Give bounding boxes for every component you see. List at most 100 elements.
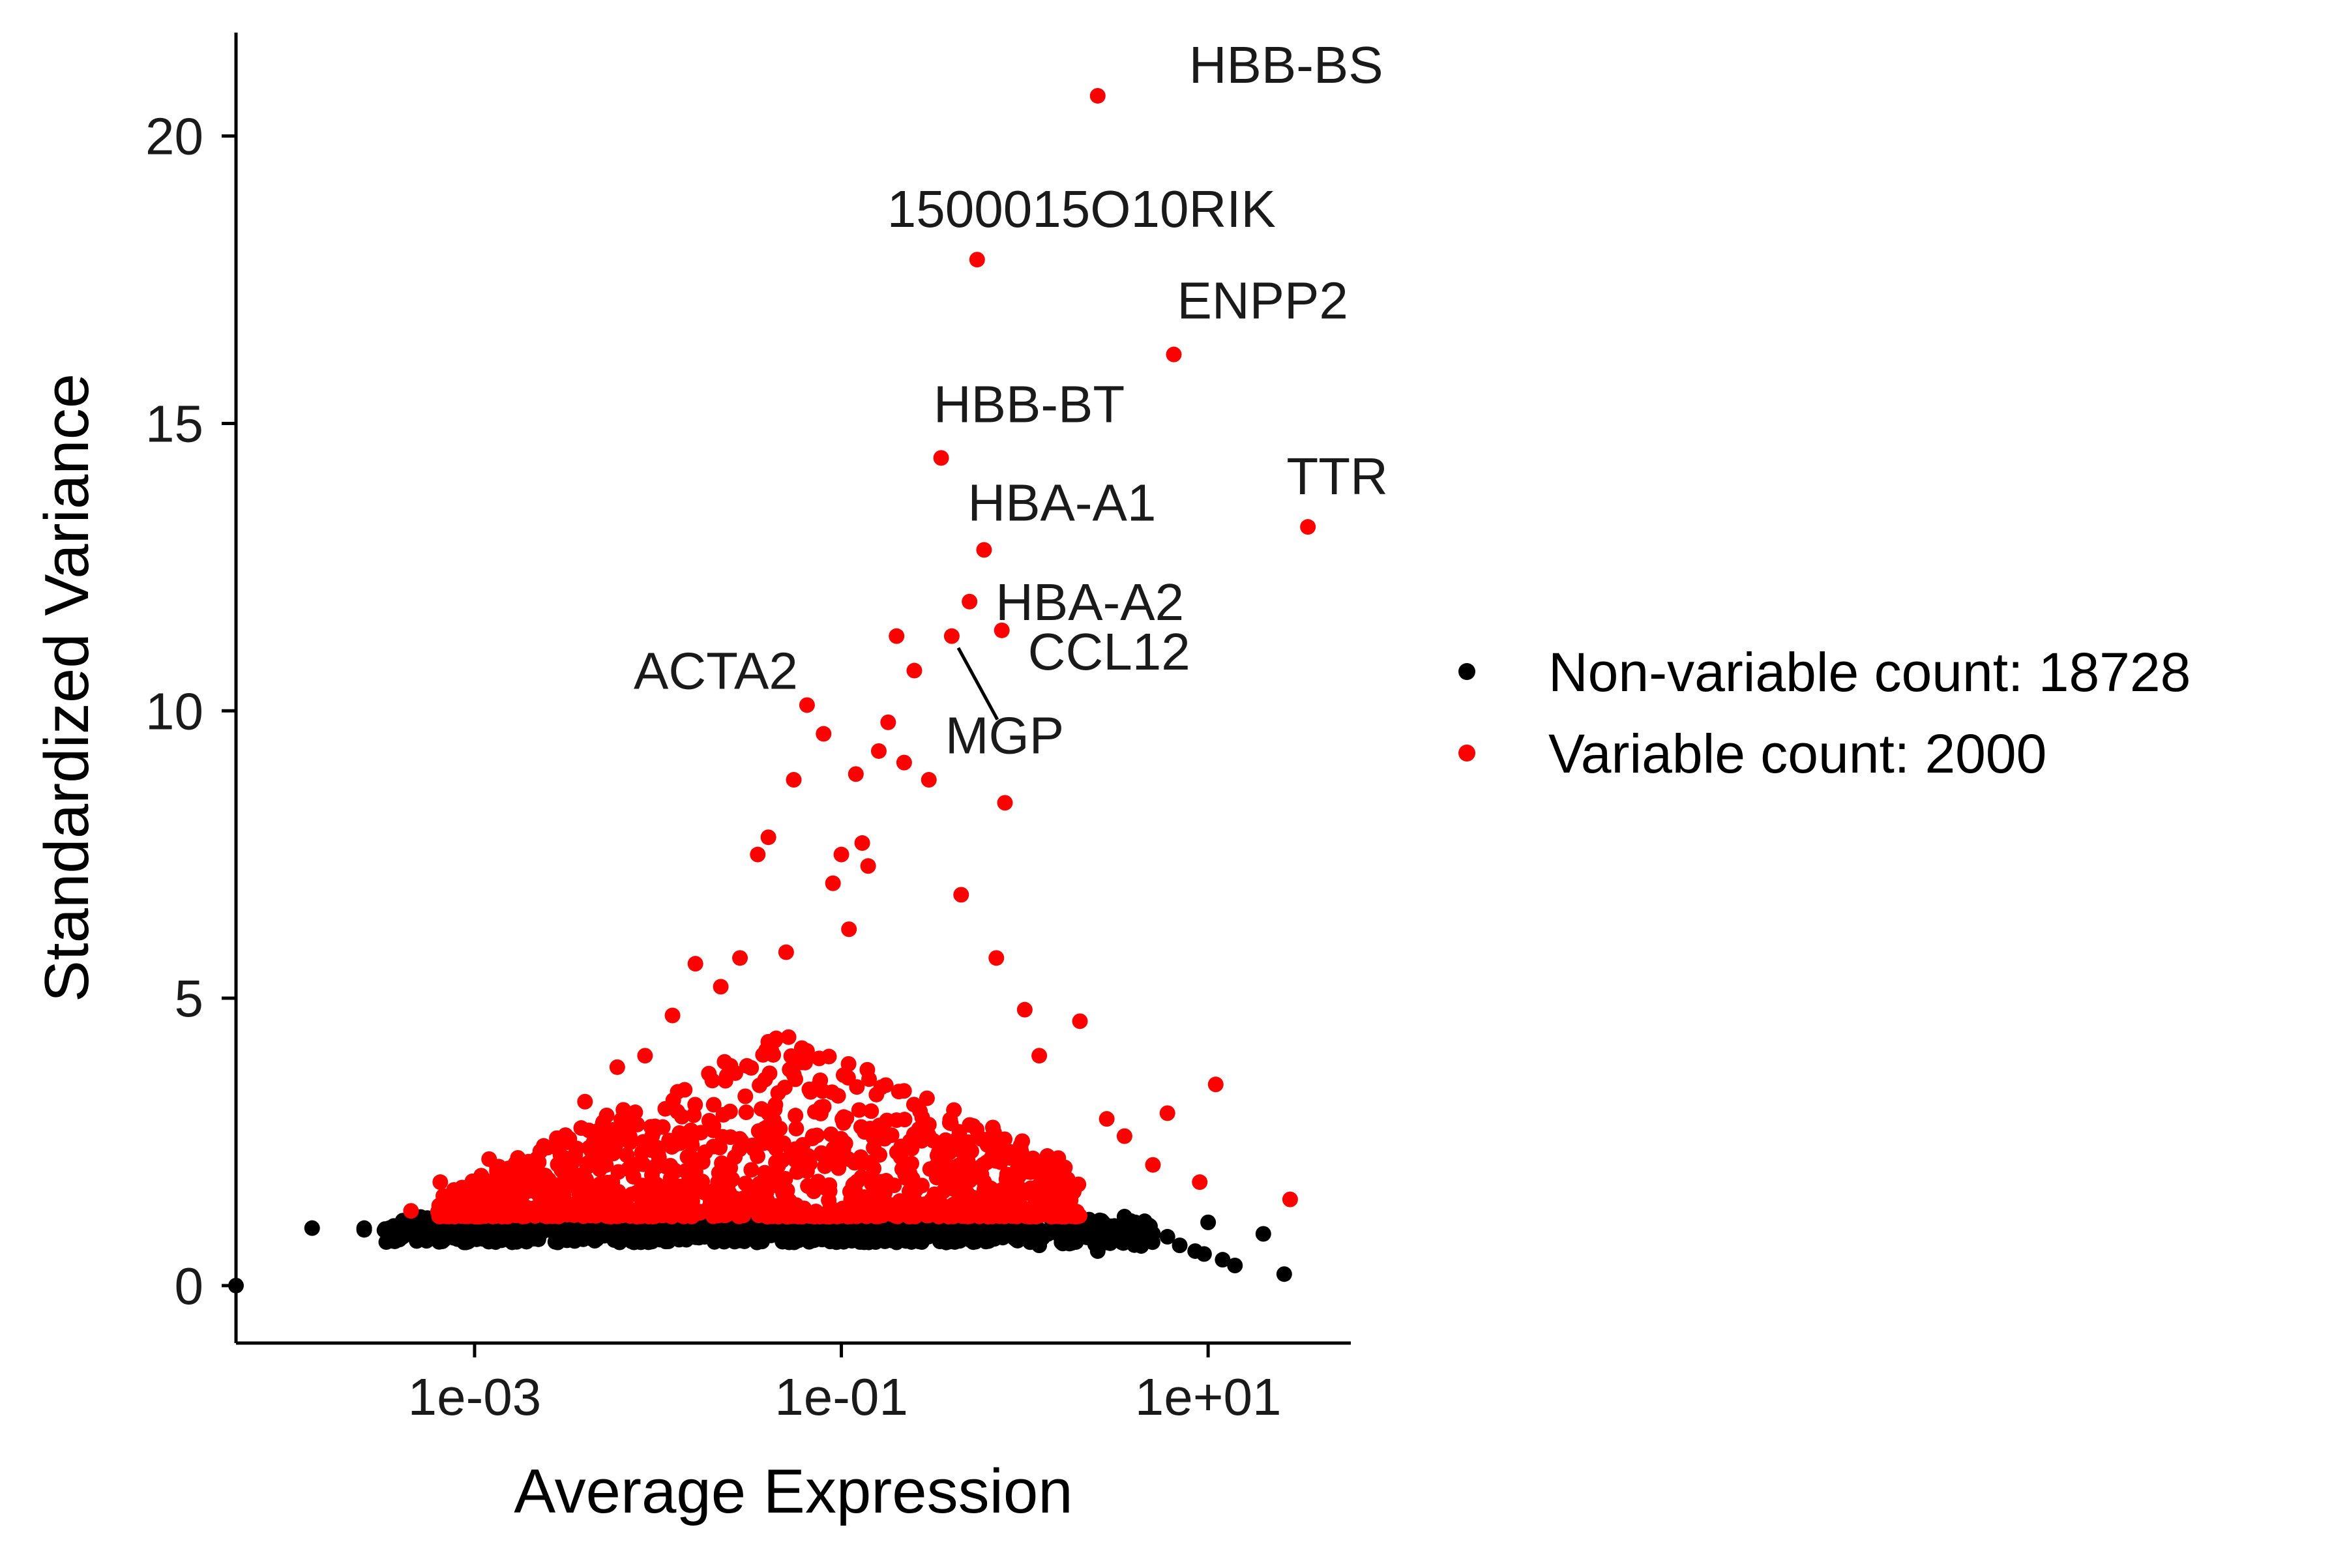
data-point — [583, 1142, 599, 1159]
data-point — [720, 1161, 737, 1177]
data-point — [1020, 1164, 1036, 1180]
data-point — [969, 1198, 985, 1214]
data-point — [1057, 1159, 1073, 1176]
data-point — [848, 1220, 864, 1236]
data-point — [711, 1174, 727, 1190]
data-point — [788, 1120, 804, 1136]
data-point — [793, 1040, 810, 1056]
data-point — [664, 1226, 681, 1242]
data-point — [573, 1120, 589, 1136]
data-point — [738, 1104, 754, 1120]
data-point — [411, 1223, 428, 1239]
data-point — [999, 1226, 1015, 1242]
data-point — [772, 1204, 788, 1220]
data-point — [804, 1128, 821, 1144]
data-point — [1031, 1237, 1048, 1254]
data-point — [721, 1185, 737, 1202]
data-point — [969, 1121, 985, 1138]
data-point — [522, 1220, 538, 1236]
data-point — [432, 1198, 448, 1214]
data-point — [825, 875, 841, 891]
gene-labels: HBB-BS 1500015O10RIK ENPP2 HBB-BT TTR HBA-A1 H… — [634, 36, 1388, 765]
data-point — [821, 1192, 837, 1208]
data-point — [575, 1190, 591, 1206]
gene-label: HBA-A1 — [967, 473, 1156, 531]
data-point — [673, 1108, 690, 1125]
data-point — [613, 1230, 629, 1246]
y-tick-label: 0 — [175, 1257, 204, 1315]
data-point — [863, 1103, 879, 1119]
data-point — [976, 1174, 992, 1190]
data-point — [705, 1208, 721, 1224]
data-point — [906, 662, 923, 679]
data-point — [763, 1042, 780, 1058]
data-point — [1192, 1174, 1208, 1191]
data-point — [951, 1157, 967, 1174]
data-point — [760, 829, 776, 846]
data-point — [687, 1097, 703, 1113]
x-axis-label: Average Expression — [514, 1457, 1072, 1526]
data-point — [1065, 1183, 1082, 1200]
data-point — [986, 1231, 1003, 1247]
y-axis-label: Standardized Variance — [32, 374, 102, 1002]
data-point — [758, 1207, 774, 1223]
data-point — [788, 1108, 804, 1124]
data-point — [713, 979, 729, 995]
data-point — [786, 1067, 802, 1083]
data-point — [590, 1123, 606, 1139]
data-point — [759, 1192, 775, 1208]
data-point — [913, 1132, 930, 1149]
data-point — [922, 1161, 938, 1177]
data-point — [554, 1162, 570, 1179]
data-point — [799, 697, 815, 713]
data-point — [1145, 1157, 1161, 1173]
data-point — [687, 956, 703, 972]
data-point — [732, 950, 748, 966]
data-point — [691, 1204, 707, 1220]
data-point — [956, 1196, 973, 1212]
data-point — [684, 1137, 700, 1153]
data-point — [1227, 1257, 1243, 1273]
legend-marker-non-variable — [1458, 663, 1475, 680]
data-point — [945, 1196, 962, 1213]
data-point — [943, 628, 960, 644]
data-point — [942, 1112, 958, 1128]
y-tick-label: 5 — [175, 969, 204, 1028]
data-point — [841, 921, 857, 938]
data-point — [677, 1082, 693, 1098]
data-point — [722, 1103, 738, 1119]
data-point — [496, 1206, 512, 1222]
y-tick-label: 20 — [145, 108, 203, 166]
data-point — [614, 1207, 630, 1224]
data-point — [962, 1232, 978, 1248]
data-point — [994, 1182, 1010, 1198]
x-tick-label: 1e-01 — [775, 1368, 908, 1426]
data-point — [735, 1207, 752, 1224]
data-point — [449, 1226, 465, 1242]
data-point — [481, 1151, 497, 1167]
data-point — [860, 858, 876, 874]
data-point — [834, 1111, 851, 1127]
data-point — [816, 726, 832, 742]
data-point — [889, 1144, 905, 1161]
data-point — [660, 1207, 677, 1223]
data-point — [722, 1058, 739, 1074]
data-point — [812, 1072, 829, 1088]
data-point — [598, 1107, 615, 1123]
data-point — [628, 1209, 645, 1225]
data-point — [403, 1203, 419, 1219]
data-point — [810, 1208, 827, 1224]
data-point — [1215, 1252, 1231, 1268]
y-tick-label: 15 — [145, 394, 203, 452]
data-point — [879, 1112, 895, 1129]
data-point — [840, 1151, 857, 1167]
data-point — [786, 772, 802, 788]
data-point — [540, 1202, 556, 1218]
data-point — [752, 1180, 769, 1196]
data-point — [962, 1172, 978, 1189]
data-point — [921, 772, 937, 788]
data-point — [757, 1071, 773, 1087]
data-point — [1105, 1224, 1121, 1241]
gene-label: TTR — [1286, 447, 1388, 505]
data-point — [921, 1117, 937, 1132]
